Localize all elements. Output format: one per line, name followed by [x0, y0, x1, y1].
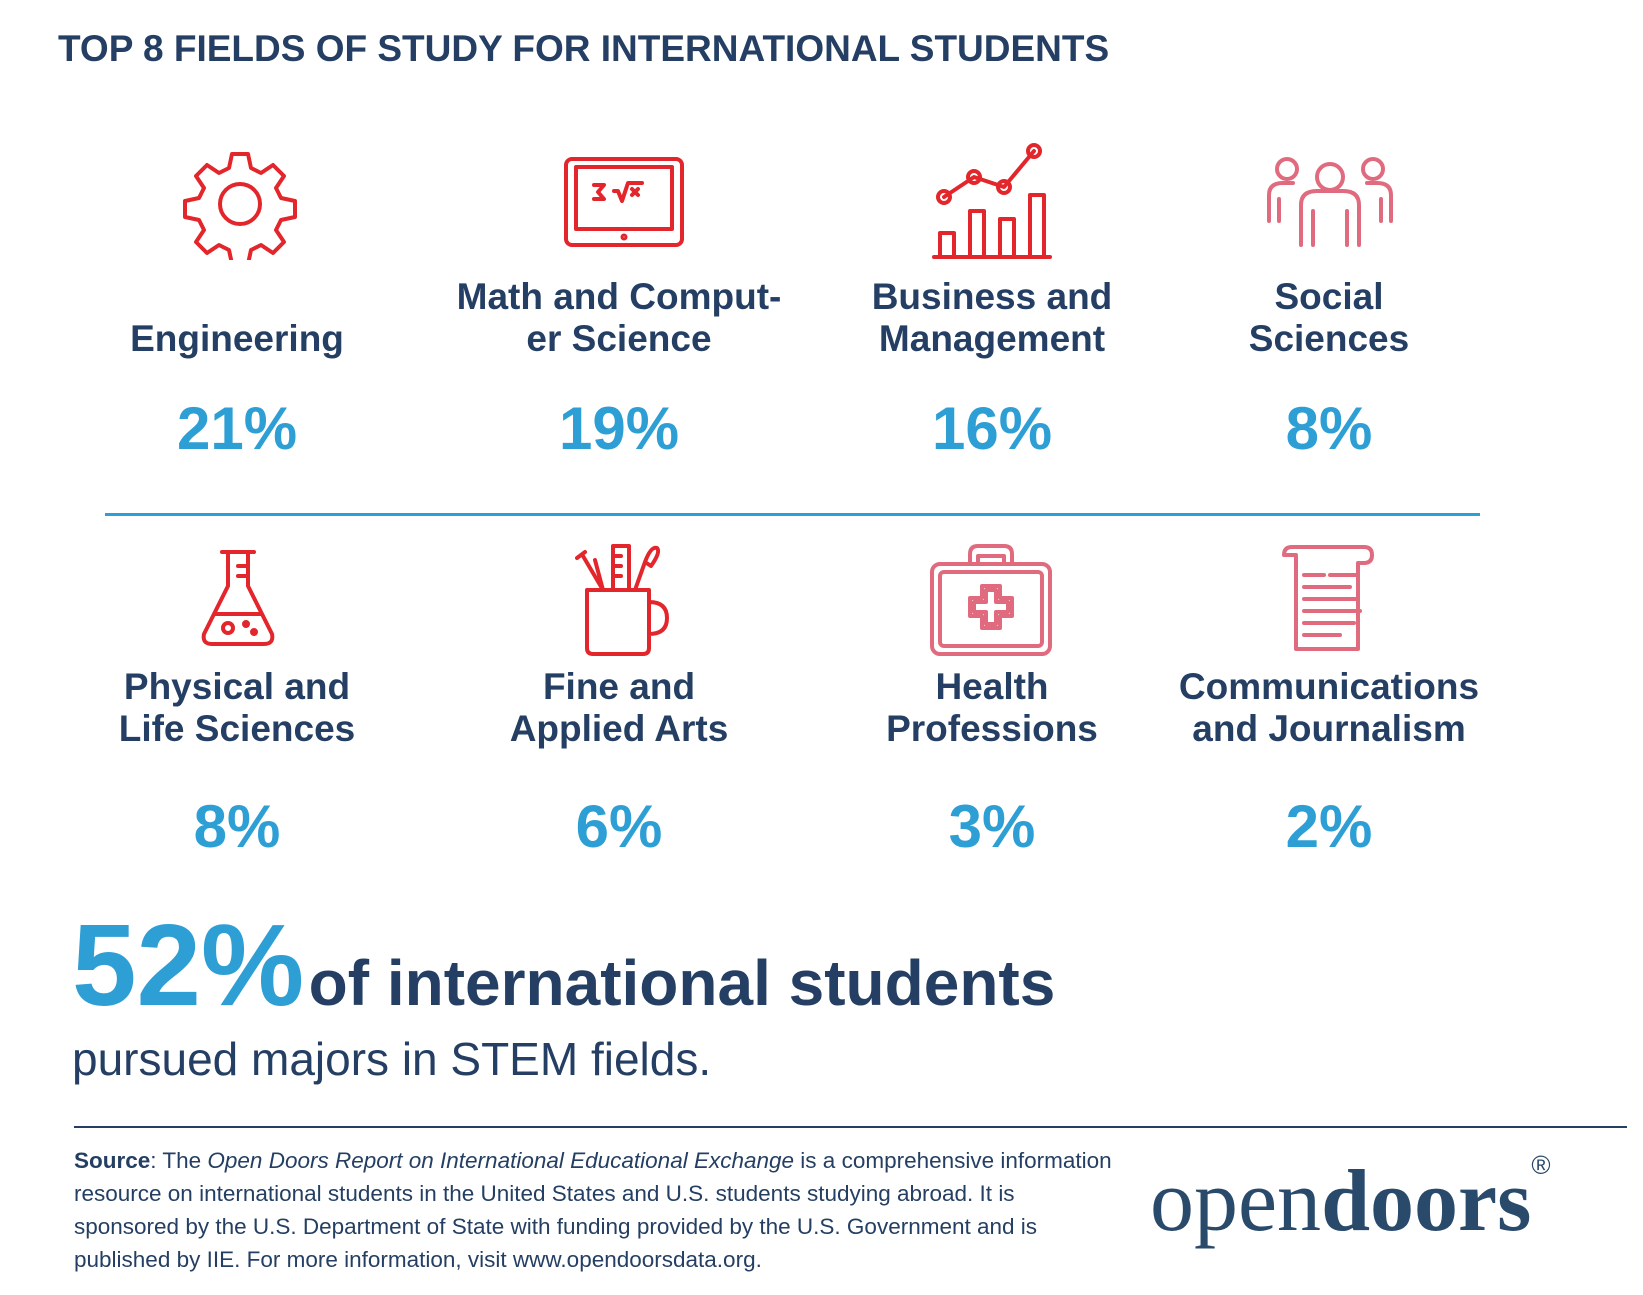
logo-mark: ® [1531, 1150, 1551, 1180]
field-share: 8% [1285, 395, 1373, 462]
field-label: Engineering [57, 318, 417, 360]
label-line: Sciences [1248, 318, 1410, 359]
stem-subline: pursued majors in STEM fields. [72, 1033, 712, 1085]
growth-icon [932, 143, 1052, 259]
logo-open: open [1150, 1153, 1322, 1250]
field-label: Social Sciences [1149, 276, 1509, 360]
gear-icon [183, 152, 297, 260]
label-line: Applied Arts [509, 708, 729, 749]
stem-figure: 52% [72, 900, 305, 1030]
source-lead: Source [74, 1148, 151, 1173]
field-share: 3% [948, 793, 1036, 860]
label-line: Health [935, 666, 1049, 707]
report-name: Open Doors Report on International Educa… [207, 1148, 795, 1173]
label-line: Social [1274, 276, 1384, 317]
field-label: Health Professions [812, 666, 1172, 750]
label-line: Life Sciences [118, 708, 356, 749]
label-line: Math and Comput- [456, 276, 782, 317]
field-share: 8% [193, 793, 281, 860]
label-line: er Science [526, 318, 712, 359]
label-line: Physical and [123, 666, 351, 707]
label-line: Engineering [130, 318, 344, 359]
tablet-icon [564, 157, 684, 247]
logo: opendoors® [1150, 1150, 1550, 1252]
flask-icon [201, 550, 275, 646]
supplies-icon [575, 544, 669, 656]
label-line: Management [878, 318, 1106, 359]
field-label: Business and Management [812, 276, 1172, 360]
source-note: Source: The Open Doors Report on Interna… [74, 1144, 1114, 1276]
field-label: Math and Comput-er Science [439, 276, 799, 360]
divider [105, 513, 1480, 516]
field-share: 2% [1285, 793, 1373, 860]
stem-headline: of international students [308, 947, 1056, 1019]
stem-highlight: 52% of international students [72, 898, 1055, 1032]
source-text: is a comprehensive information resource … [74, 1148, 1112, 1272]
field-share: 21% [176, 395, 298, 462]
logo-doors: doors [1321, 1153, 1532, 1250]
label-line: and Journalism [1192, 708, 1466, 749]
field-share: 6% [575, 793, 663, 860]
field-label: Fine and Applied Arts [439, 666, 799, 750]
label-line: Business and [871, 276, 1113, 317]
scroll-icon [1282, 545, 1374, 651]
field-share: 19% [558, 395, 680, 462]
field-label: Communications and Journalism [1149, 666, 1509, 750]
field-label: Physical and Life Sciences [57, 666, 417, 750]
people-icon [1267, 157, 1393, 247]
label-line: Fine and [542, 666, 696, 707]
title: TOP 8 FIELDS OF STUDY FOR INTERNATIONAL … [58, 28, 1110, 69]
footer-rule [74, 1126, 1627, 1128]
label-line: Communications [1178, 666, 1480, 707]
field-share: 16% [931, 395, 1053, 462]
source-text: : The [150, 1148, 208, 1173]
label-line: Professions [886, 708, 1098, 749]
medkit-icon [930, 544, 1052, 656]
